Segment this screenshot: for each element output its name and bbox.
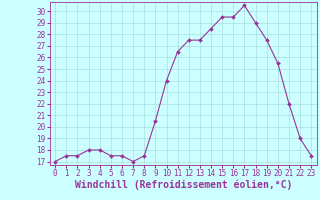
X-axis label: Windchill (Refroidissement éolien,°C): Windchill (Refroidissement éolien,°C) [75, 180, 292, 190]
